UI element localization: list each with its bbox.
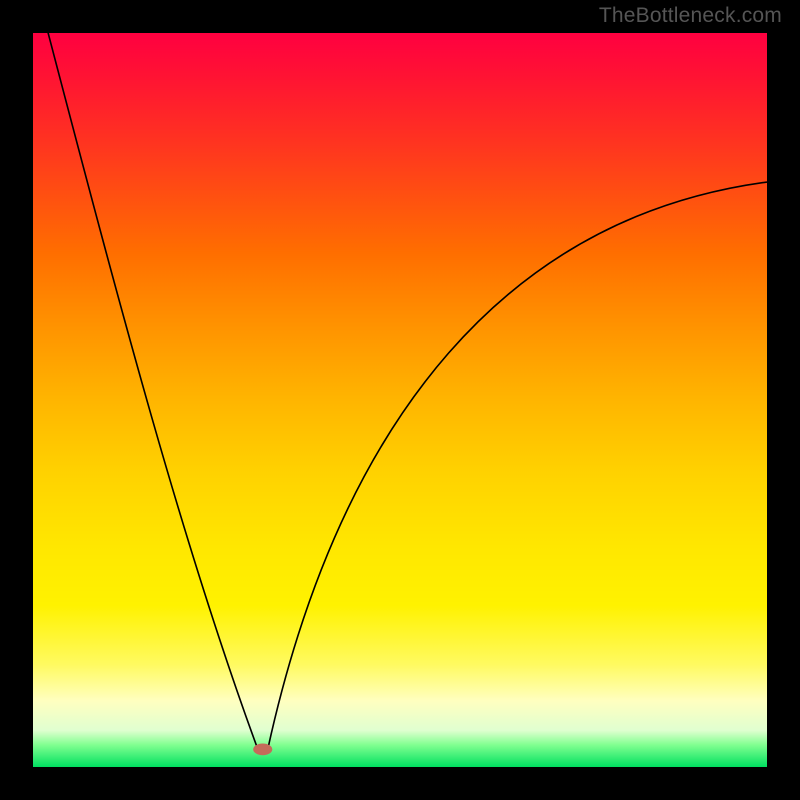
minimum-marker (253, 744, 272, 756)
chart-background (33, 33, 767, 767)
bottleneck-chart (33, 33, 767, 767)
chart-container: TheBottleneck.com (0, 0, 800, 800)
watermark-text: TheBottleneck.com (599, 4, 782, 28)
chart-svg (33, 33, 767, 767)
